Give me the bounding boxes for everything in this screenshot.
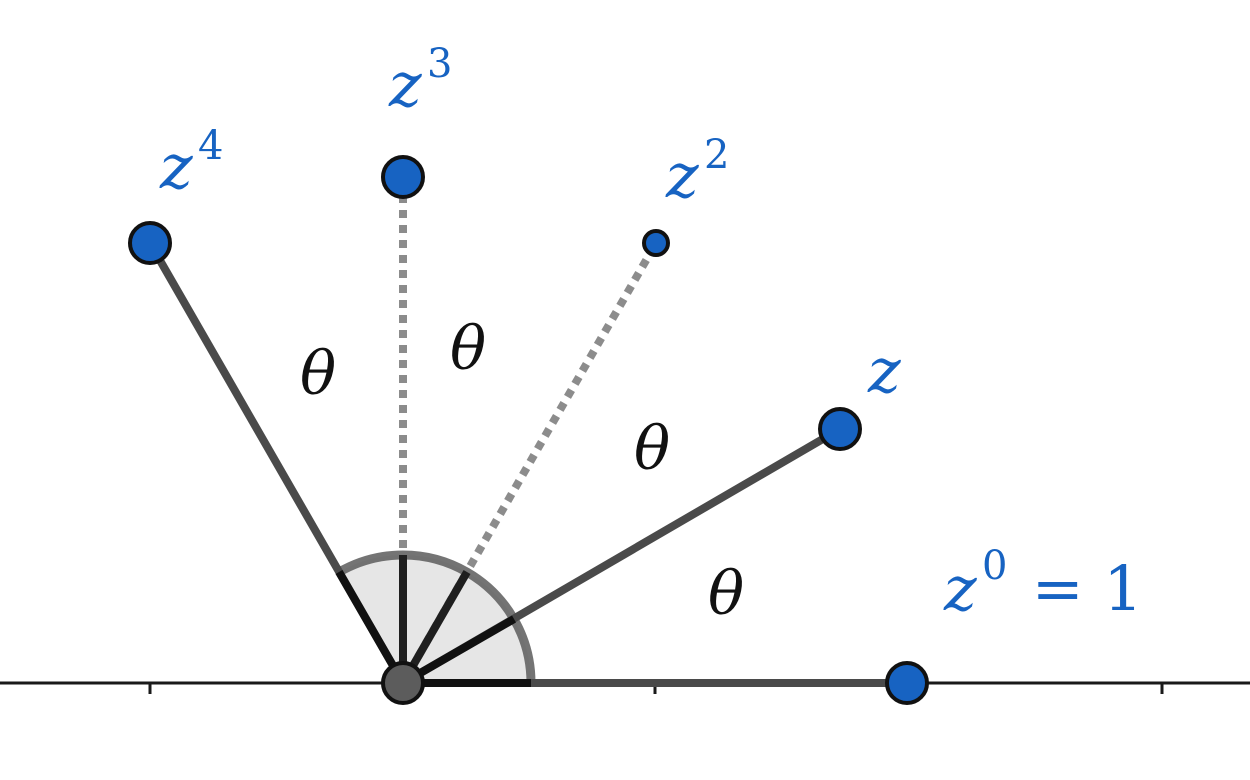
- label-z0: z 0 = 1: [943, 543, 1143, 625]
- label-z1: z: [867, 334, 901, 407]
- label-z3: z 3: [388, 41, 452, 121]
- angle-label-1: θ: [708, 559, 744, 629]
- label-z3-base: z: [388, 48, 422, 121]
- label-z2-base: z: [665, 139, 699, 212]
- label-z0-equals-one: = 1: [1012, 552, 1143, 625]
- label-z0-exponent: 0: [982, 543, 1007, 589]
- point-z2: [642, 229, 670, 257]
- label-z4: z 4: [159, 123, 223, 203]
- point-z4: [128, 221, 172, 265]
- point-z3: [381, 155, 425, 199]
- point-z0: [885, 661, 929, 705]
- label-z4-base: z: [159, 130, 193, 203]
- ray-z2-dotted: [399, 241, 660, 685]
- label-z3-exponent: 3: [427, 41, 452, 87]
- angle-label-3: θ: [450, 314, 486, 384]
- label-z2: z 2: [665, 132, 729, 212]
- origin-point: [381, 661, 425, 705]
- label-z2-exponent: 2: [704, 132, 729, 178]
- label-z4-exponent: 4: [198, 123, 223, 169]
- angle-label-2: θ: [634, 414, 670, 484]
- point-z1: [818, 407, 862, 451]
- angle-label-4: θ: [300, 339, 336, 409]
- label-z0-base: z: [943, 552, 977, 625]
- label-z1-base: z: [867, 334, 901, 407]
